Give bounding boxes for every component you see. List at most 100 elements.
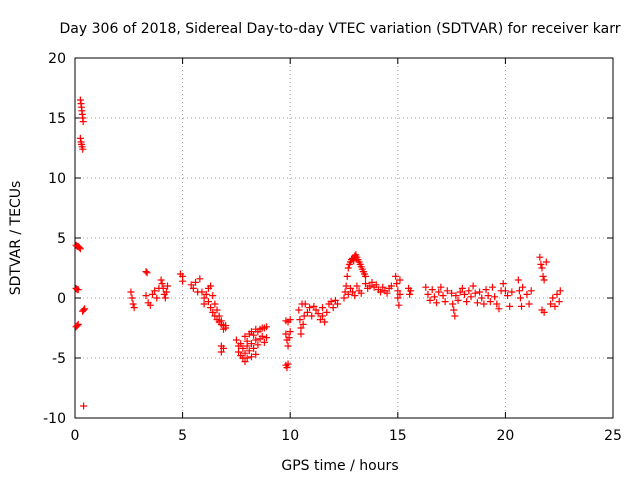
data-point: [525, 300, 533, 308]
data-point: [143, 269, 151, 277]
data-point: [316, 316, 324, 324]
y-tick-label: 5: [57, 231, 66, 247]
data-point: [196, 275, 204, 283]
data-point: [536, 253, 544, 261]
data-point: [232, 336, 240, 344]
data-point: [334, 300, 342, 308]
data-point: [80, 306, 88, 314]
data-point: [465, 287, 473, 295]
data-point: [297, 324, 305, 332]
data-point: [540, 276, 548, 284]
data-point: [469, 282, 477, 290]
data-point: [473, 299, 481, 307]
data-point: [161, 294, 169, 302]
data-point: [387, 282, 395, 290]
y-axis: -10 -5 0 5 10 15 20: [43, 51, 613, 427]
data-point: [241, 349, 249, 357]
y-tick-label: -5: [52, 351, 66, 367]
data-point: [76, 134, 84, 142]
data-point: [463, 298, 471, 306]
data-point: [556, 287, 564, 295]
data-point: [537, 260, 545, 268]
data-point: [441, 298, 449, 306]
x-tick-label: 15: [389, 428, 407, 444]
data-point: [426, 296, 434, 304]
data-points: [72, 96, 564, 410]
data-point: [296, 316, 304, 324]
data-point: [430, 293, 438, 301]
data-point: [146, 301, 154, 309]
data-point: [237, 340, 245, 348]
data-point: [76, 245, 84, 253]
data-point: [76, 96, 84, 104]
data-point: [443, 287, 451, 295]
data-point: [310, 302, 318, 310]
data-point: [263, 334, 271, 342]
data-point: [329, 304, 337, 312]
data-point: [247, 353, 255, 361]
data-point: [260, 338, 268, 346]
data-point: [448, 289, 456, 297]
data-point: [247, 340, 255, 348]
data-point: [215, 312, 223, 320]
data-point: [523, 290, 531, 298]
data-point: [187, 281, 195, 289]
data-point: [394, 287, 402, 295]
data-point: [252, 325, 260, 333]
data-point: [254, 341, 262, 349]
chart-title: Day 306 of 2018, Sidereal Day-to-day VTE…: [60, 21, 621, 37]
data-point: [81, 305, 89, 313]
data-point: [243, 342, 251, 350]
y-tick-label: 15: [48, 111, 66, 127]
data-point: [508, 288, 516, 296]
data-point: [486, 298, 494, 306]
data-point: [435, 288, 443, 296]
data-point: [204, 298, 212, 306]
data-point: [157, 276, 165, 284]
data-point: [396, 276, 404, 284]
y-tick-label: 10: [48, 171, 66, 187]
data-point: [323, 308, 331, 316]
data-point: [467, 293, 475, 301]
data-point: [306, 304, 314, 312]
data-point: [491, 293, 499, 301]
data-point: [243, 354, 251, 362]
data-point: [331, 296, 339, 304]
data-point: [202, 290, 210, 298]
data-point: [219, 344, 227, 352]
data-point: [179, 277, 187, 285]
data-point: [284, 360, 292, 368]
data-point: [551, 302, 559, 310]
data-point: [207, 304, 215, 312]
data-point: [213, 306, 221, 314]
data-point: [499, 280, 507, 288]
x-axis: 0 5 10 15 20 25: [71, 58, 622, 444]
data-point: [538, 264, 546, 272]
data-point: [343, 272, 351, 280]
data-point: [553, 290, 561, 298]
data-point: [164, 282, 172, 290]
data-point: [493, 300, 501, 308]
data-point: [484, 292, 492, 300]
data-point: [222, 324, 230, 332]
x-tick-label: 10: [281, 428, 299, 444]
data-point: [303, 308, 311, 316]
x-tick-label: 0: [71, 428, 80, 444]
data-point: [250, 331, 258, 339]
data-point: [79, 145, 87, 153]
data-point: [506, 302, 514, 310]
data-point: [189, 284, 197, 292]
data-point: [504, 292, 512, 300]
data-point: [549, 294, 557, 302]
data-point: [318, 304, 326, 312]
data-point: [142, 268, 150, 276]
data-point: [450, 306, 458, 314]
data-point: [452, 292, 460, 300]
data-point: [258, 332, 266, 340]
data-point: [344, 264, 352, 272]
x-tick-label: 20: [496, 428, 514, 444]
data-point: [454, 296, 462, 304]
data-point: [80, 402, 88, 410]
data-point: [392, 272, 400, 280]
data-point: [263, 323, 271, 331]
